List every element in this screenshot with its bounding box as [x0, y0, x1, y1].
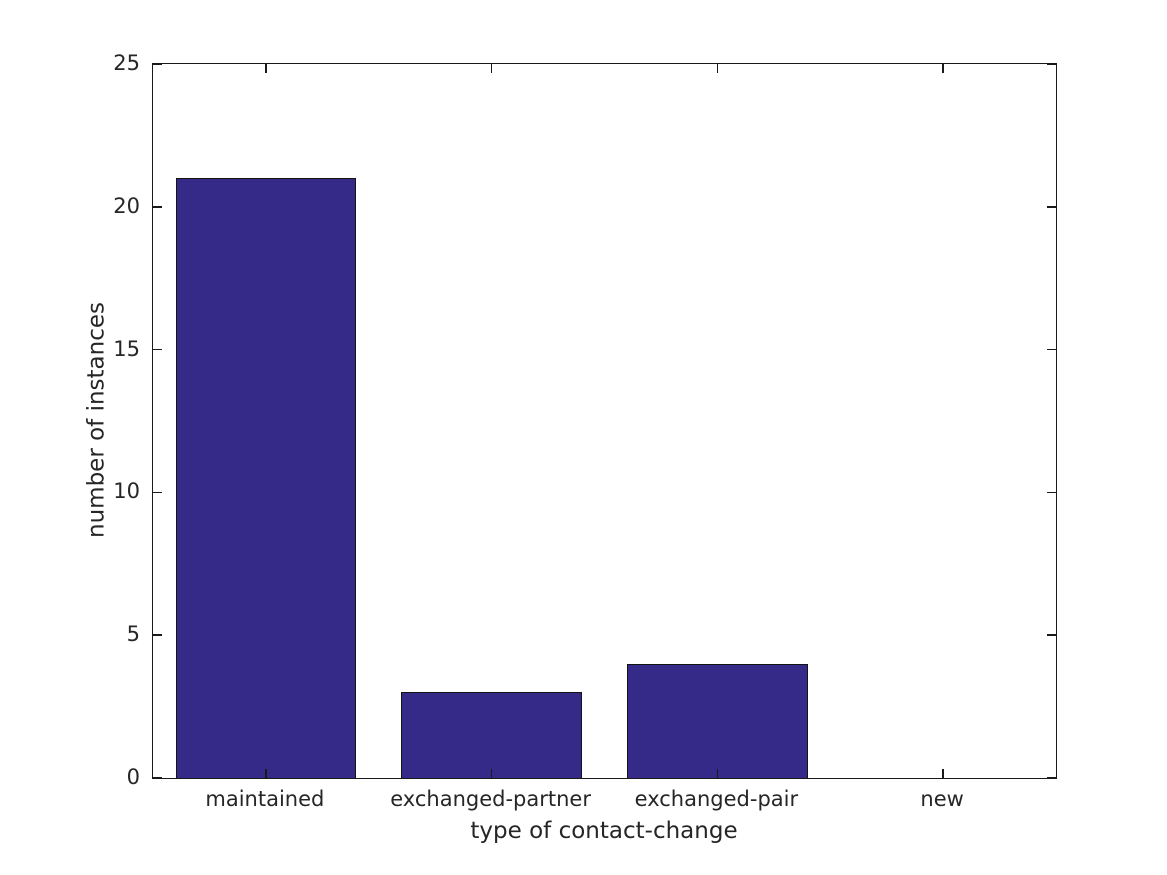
y-tick-mark: [1047, 777, 1056, 779]
x-axis-label: type of contact-change: [470, 818, 738, 844]
x-tick-label-exchanged-partner: exchanged-partner: [390, 787, 591, 811]
plot-area: [152, 63, 1057, 779]
y-tick-label: 10: [113, 479, 140, 504]
y-tick-mark: [153, 777, 162, 779]
y-tick-mark: [1047, 634, 1056, 636]
bar-exchanged-partner: [401, 692, 582, 778]
y-tick-label: 0: [126, 765, 140, 789]
x-tick-mark: [265, 769, 267, 778]
x-tick-label-maintained: maintained: [205, 787, 325, 811]
y-tick-mark: [1047, 491, 1056, 494]
y-tick-mark: [153, 491, 162, 494]
x-tick-mark: [716, 64, 719, 73]
x-tick-mark: [942, 769, 944, 778]
y-tick-mark: [1047, 63, 1056, 65]
bar-exchanged-pair: [627, 663, 808, 778]
x-tick-mark: [716, 769, 719, 778]
y-tick-label: 5: [126, 622, 140, 647]
y-tick-label: 25: [113, 51, 140, 75]
x-tick-mark: [942, 64, 944, 73]
y-tick-mark: [1047, 348, 1056, 351]
y-tick-mark: [153, 348, 162, 351]
x-tick-mark: [490, 64, 493, 73]
y-tick-label: 20: [113, 193, 140, 218]
y-axis-label: number of instances: [83, 302, 110, 538]
y-tick-mark: [153, 634, 162, 636]
bar-maintained: [175, 178, 357, 778]
x-tick-label-exchanged-pair: exchanged-pair: [634, 787, 799, 811]
y-tick-mark: [1047, 206, 1056, 208]
y-tick-mark: [153, 206, 162, 208]
y-tick-label: 15: [113, 336, 140, 361]
y-tick-mark: [153, 63, 162, 65]
x-tick-mark: [265, 64, 267, 73]
x-tick-mark: [490, 769, 493, 778]
x-tick-label-new: new: [920, 787, 964, 811]
